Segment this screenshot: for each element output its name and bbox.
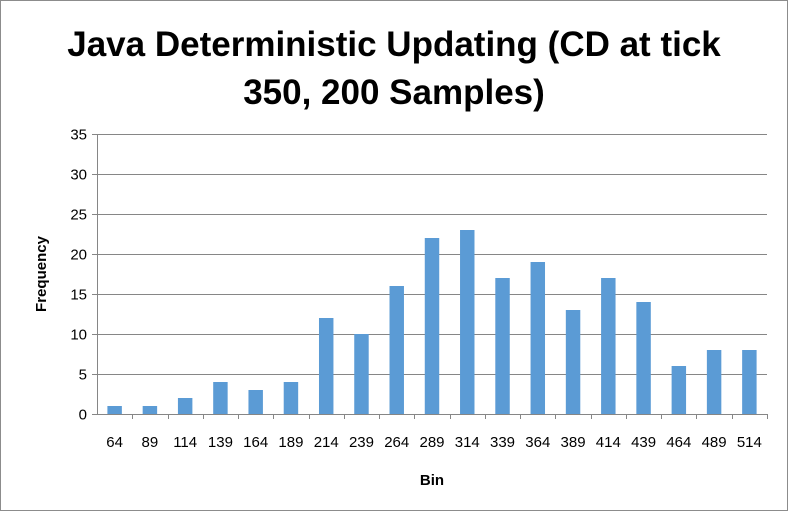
bar-139 — [213, 382, 228, 414]
bar-239 — [354, 334, 369, 414]
y-tick-label: 0 — [79, 407, 87, 424]
x-tick-label: 264 — [384, 434, 409, 451]
x-tick-label: 64 — [106, 434, 123, 451]
bar-339 — [495, 278, 510, 414]
y-tick-label: 30 — [70, 167, 87, 184]
x-tick-label: 414 — [596, 434, 621, 451]
axes — [92, 134, 768, 419]
y-tick-label: 15 — [70, 287, 87, 304]
x-tick-label: 314 — [455, 434, 480, 451]
x-tick-label: 489 — [702, 434, 727, 451]
x-tick-label: 439 — [631, 434, 656, 451]
bar-64 — [107, 406, 122, 414]
x-tick-label: 89 — [142, 434, 159, 451]
x-tick-label: 239 — [349, 434, 374, 451]
x-axis-title: Bin — [420, 472, 444, 489]
x-tick-label: 114 — [173, 434, 197, 451]
chart-title-line-2: 350, 200 Samples) — [243, 73, 545, 112]
chart-title-line-1: Java Deterministic Updating (CD at tick — [67, 25, 721, 64]
bars — [107, 230, 757, 414]
bar-514 — [742, 350, 757, 414]
x-tick-label: 464 — [666, 434, 691, 451]
bar-464 — [671, 366, 687, 414]
chart-title: Java Deterministic Updating (CD at tick … — [41, 21, 747, 117]
bar-264 — [389, 286, 404, 414]
bar-489 — [706, 350, 722, 414]
y-tick-label: 20 — [70, 247, 87, 264]
x-tick-label: 364 — [525, 434, 550, 451]
bar-439 — [636, 302, 651, 414]
bar-364 — [530, 262, 546, 414]
y-axis-title: Frequency — [33, 235, 50, 312]
bar-289 — [424, 238, 440, 414]
bar-389 — [565, 310, 581, 414]
bar-314 — [460, 230, 475, 414]
bar-164 — [248, 390, 263, 414]
bar-214 — [318, 318, 334, 414]
bar-114 — [177, 398, 193, 414]
y-tick-label: 5 — [79, 367, 87, 384]
x-tick-label: 189 — [278, 434, 303, 451]
x-tick-label: 389 — [561, 434, 586, 451]
x-tick-label: 289 — [419, 434, 444, 451]
y-tick-label: 35 — [70, 127, 87, 144]
x-tick-label: 139 — [208, 434, 233, 451]
x-tick-labels: 64 89 114 139 164 189 214 239 264 289 314 339 364 389… — [106, 434, 762, 451]
x-tick-label: 514 — [737, 434, 762, 451]
y-tick-label: 25 — [70, 207, 87, 224]
y-tick-labels: 0 5 10 15 20 25 30 35 — [70, 127, 87, 424]
bar-414 — [601, 278, 616, 414]
bar-189 — [283, 382, 299, 414]
y-tick-label: 10 — [70, 327, 87, 344]
bar-89 — [142, 406, 158, 414]
x-tick-label: 214 — [314, 434, 339, 451]
x-tick-label: 339 — [490, 434, 515, 451]
x-tick-label: 164 — [243, 434, 268, 451]
